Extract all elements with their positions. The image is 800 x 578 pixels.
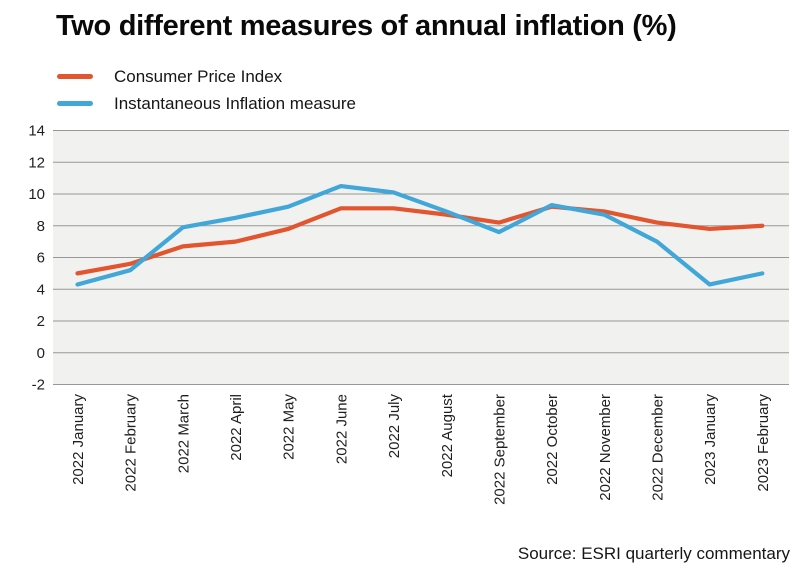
y-tick-label: 12 <box>28 154 45 171</box>
legend-item-cpi: Consumer Price Index <box>57 64 356 88</box>
y-tick-label: -2 <box>32 377 45 394</box>
y-tick-label: 10 <box>28 186 45 203</box>
series-line-0 <box>75 204 765 276</box>
legend-swatch-instantaneous <box>57 100 93 106</box>
x-tick-label: 2022 May <box>281 394 298 460</box>
legend-item-instantaneous: Instantaneous Inflation measure <box>57 91 356 115</box>
legend: Consumer Price Index Instantaneous Infla… <box>57 64 356 115</box>
chart-title: Two different measures of annual inflati… <box>56 10 677 42</box>
source-note: Source: ESRI quarterly commentary <box>517 544 790 563</box>
y-tick-label: 6 <box>37 250 45 267</box>
x-tick-label: 2023 February <box>755 394 772 492</box>
x-tick-label: 2022 June <box>333 394 350 464</box>
y-tick-label: 8 <box>37 218 45 235</box>
legend-label-cpi: Consumer Price Index <box>114 66 283 86</box>
x-tick-label: 2022 December <box>649 394 666 501</box>
y-tick-label: 0 <box>37 345 45 362</box>
series-line-1 <box>75 183 765 287</box>
legend-swatch-cpi <box>57 73 93 79</box>
y-tick-label: 4 <box>37 281 45 298</box>
x-tick-label: 2022 September <box>491 394 508 505</box>
x-tick-label: 2022 October <box>544 394 561 485</box>
x-tick-label: 2022 April <box>228 394 245 461</box>
x-tick-label: 2022 January <box>70 394 87 485</box>
y-tick-label: 2 <box>37 313 45 330</box>
x-tick-label: 2022 February <box>123 394 140 492</box>
x-tick-label: 2022 July <box>386 394 403 459</box>
x-tick-label: 2022 March <box>175 394 192 473</box>
y-tick-label: 14 <box>28 123 45 140</box>
x-tick-label: 2022 November <box>597 394 614 501</box>
x-tick-label: 2022 August <box>439 393 456 477</box>
x-tick-label: 2023 January <box>702 394 719 485</box>
legend-label-instantaneous: Instantaneous Inflation measure <box>114 93 356 113</box>
